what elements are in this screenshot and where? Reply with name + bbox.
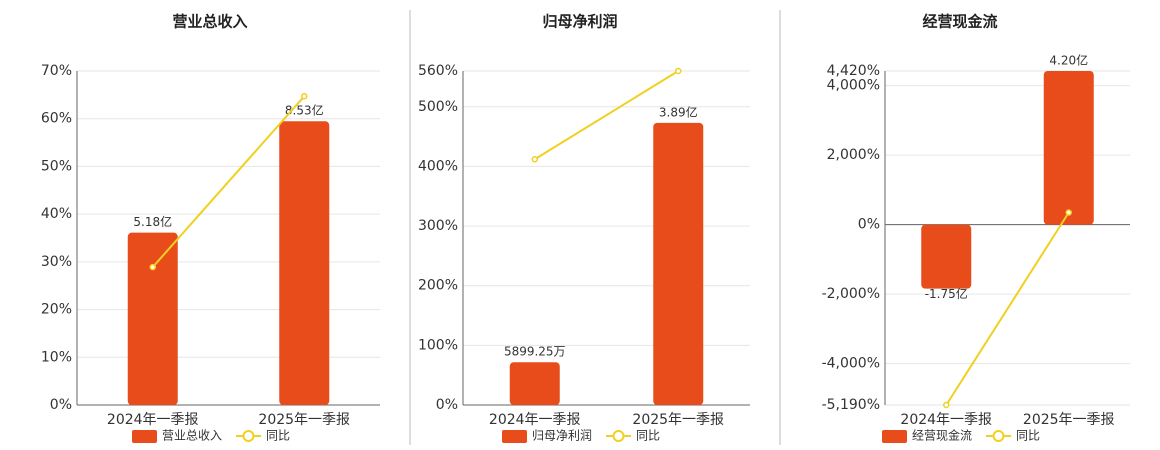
y-tick-label: 100% xyxy=(418,337,458,353)
legend-swatch xyxy=(992,430,1005,442)
legend-label: 经营现金流 xyxy=(912,428,972,443)
y-tick-label: 560% xyxy=(418,63,458,79)
y-tick-label: 2,000% xyxy=(827,147,880,163)
y-tick-label: 500% xyxy=(418,99,458,115)
y-tick-label: 30% xyxy=(41,254,72,270)
y-tick-label: 10% xyxy=(41,349,72,365)
y-tick-label: -4,000% xyxy=(822,356,880,372)
chart-panel: 归母净利润 0% 100% 200% 300% 400% 500% 560% 2024年一季报 2… xyxy=(418,13,750,443)
legend-label: 同比 xyxy=(1016,429,1040,443)
x-tick-label: 2025年一季报 xyxy=(632,412,724,428)
chart-panel: 经营现金流 -5,190% -4,000% -2,000% 0% 2,000% 4,000%… xyxy=(822,13,1130,443)
y-tick-label: 40% xyxy=(41,206,72,222)
bar xyxy=(1043,71,1094,225)
legend-swatch xyxy=(502,430,527,443)
line-point xyxy=(149,263,156,271)
bar xyxy=(127,232,178,405)
x-tick-label: 2025年一季报 xyxy=(258,412,350,428)
x-tick-label: 2024年一季报 xyxy=(900,412,992,428)
line xyxy=(534,70,679,161)
y-tick-label: 50% xyxy=(41,158,72,174)
data-label: 4.20亿 xyxy=(1049,53,1088,68)
y-tick-label: 0% xyxy=(50,397,72,413)
line xyxy=(152,95,305,268)
bar xyxy=(279,121,330,406)
legend-swatch xyxy=(242,430,255,442)
legend-label: 同比 xyxy=(636,429,660,443)
data-label: -1.75亿 xyxy=(925,286,968,301)
legend-swatch xyxy=(132,430,157,443)
line xyxy=(945,211,1070,406)
legend-label: 营业总收入 xyxy=(162,429,222,443)
bar xyxy=(509,362,560,405)
line-point xyxy=(675,67,682,75)
y-tick-label: 0% xyxy=(858,217,880,233)
x-tick-label: 2024年一季报 xyxy=(107,412,199,428)
line-point xyxy=(531,156,538,163)
y-tick-label: 0% xyxy=(436,397,458,413)
legend-label: 同比 xyxy=(266,429,290,443)
legend-label: 归母净利润 xyxy=(532,429,592,443)
y-tick-label: 20% xyxy=(41,302,72,318)
legend-swatch xyxy=(612,430,625,442)
line-point xyxy=(301,93,308,100)
data-label: 5.18亿 xyxy=(133,214,172,229)
chart-panel: 营业总收入 0% 10% 20% 30% 40% 50% 60% 70% 2024年一季报 2025… xyxy=(41,13,380,443)
chart-title: 经营现金流 xyxy=(922,13,997,31)
y-tick-label: -2,000% xyxy=(822,286,880,302)
y-tick-label: 70% xyxy=(41,63,72,79)
data-label: 3.89亿 xyxy=(659,104,698,119)
data-label: 5899.25万 xyxy=(504,345,566,359)
y-tick-label: 4,420% xyxy=(827,63,880,79)
line-point xyxy=(943,401,950,409)
x-tick-label: 2024年一季报 xyxy=(489,412,581,428)
y-tick-label: 400% xyxy=(418,158,458,174)
chart-title: 归母净利润 xyxy=(542,13,617,31)
chart-title: 营业总收入 xyxy=(172,13,247,31)
legend-swatch xyxy=(882,430,907,443)
y-tick-label: 4,000% xyxy=(827,78,880,94)
bar xyxy=(921,224,972,289)
y-tick-label: 300% xyxy=(418,218,458,234)
y-tick-label: 200% xyxy=(418,278,458,294)
x-tick-label: 2025年一季报 xyxy=(1023,412,1115,428)
y-tick-label: 60% xyxy=(41,111,72,127)
bar xyxy=(653,122,704,405)
line-point xyxy=(1065,209,1072,216)
y-tick-label: -5,190% xyxy=(822,397,880,413)
